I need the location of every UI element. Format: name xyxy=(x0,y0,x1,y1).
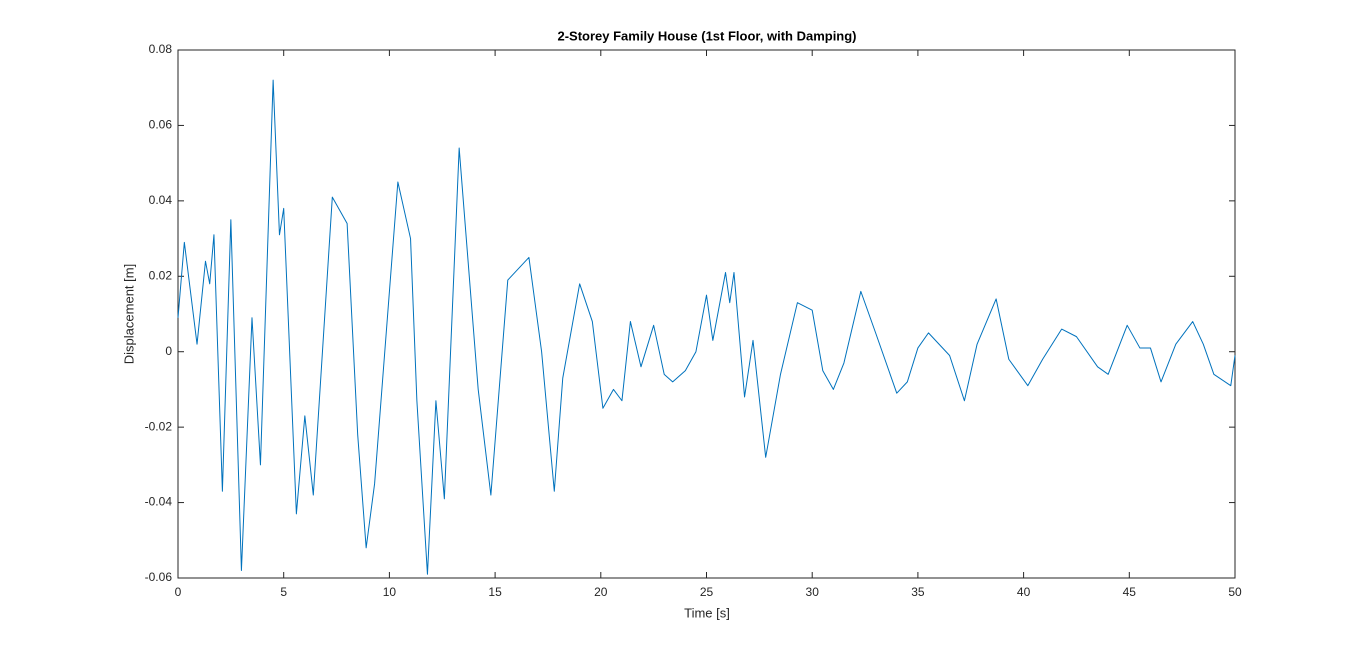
y-tick-label: -0.06 xyxy=(145,570,173,584)
x-tick-label: 25 xyxy=(700,585,714,599)
x-tick-label: 30 xyxy=(806,585,820,599)
x-tick-label: 5 xyxy=(280,585,287,599)
x-tick-label: 20 xyxy=(594,585,608,599)
y-tick-label: -0.02 xyxy=(145,419,173,433)
y-tick-label: -0.04 xyxy=(145,495,173,509)
x-tick-label: 45 xyxy=(1123,585,1137,599)
data-line xyxy=(177,79,1236,575)
chart-title: 2-Storey Family House (1st Floor, with D… xyxy=(557,28,856,43)
x-tick-label: 15 xyxy=(488,585,502,599)
x-tick-label: 35 xyxy=(911,585,925,599)
y-tick-label: 0.04 xyxy=(149,193,173,207)
y-axis-label: Displacement [m] xyxy=(121,264,136,364)
x-tick-label: 10 xyxy=(383,585,397,599)
y-tick-label: 0 xyxy=(165,344,172,358)
x-tick-label: 50 xyxy=(1228,585,1242,599)
y-tick-label: 0.08 xyxy=(149,42,173,56)
x-axis-label: Time [s] xyxy=(684,605,730,620)
axes-box xyxy=(177,49,1236,579)
x-tick-label: 0 xyxy=(175,585,182,599)
y-tick-label: 0.06 xyxy=(149,118,173,132)
x-tick-label: 40 xyxy=(1017,585,1031,599)
y-tick-label: 0.02 xyxy=(149,268,173,282)
